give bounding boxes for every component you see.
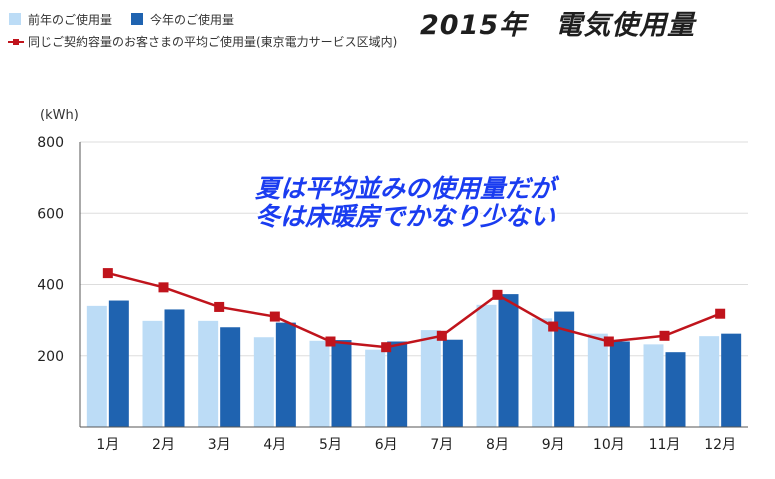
annotation-line-1: 夏は平均並みの使用量だが bbox=[255, 174, 560, 203]
x-tick-10: 10月 bbox=[593, 437, 625, 453]
x-tick-1: 1月 bbox=[96, 437, 119, 453]
x-tick-12: 12月 bbox=[704, 437, 736, 453]
y-tick-800: 800 bbox=[37, 135, 64, 151]
x-tick-4: 4月 bbox=[263, 437, 286, 453]
y-tick-400: 400 bbox=[37, 278, 64, 294]
bar-this-year-8 bbox=[498, 294, 519, 427]
bar-prev-year-11 bbox=[643, 344, 664, 427]
bar-prev-year-12 bbox=[699, 336, 720, 427]
bar-this-year-1 bbox=[108, 300, 129, 427]
average-point-6 bbox=[381, 342, 392, 353]
y-tick-labels: 200 400 600 800 bbox=[37, 135, 64, 365]
bar-this-year-12 bbox=[721, 333, 742, 427]
annotation: 夏は平均並みの使用量だが 冬は床暖房でかなり少ない bbox=[253, 172, 562, 233]
bar-prev-year-10 bbox=[587, 333, 608, 427]
average-point-7 bbox=[436, 330, 447, 341]
average-point-3 bbox=[214, 301, 225, 312]
legend: 前年のご使用量 今年のご使用量 同じご契約容量のお客さまの平均ご使用量(東京電力… bbox=[8, 12, 397, 49]
x-tick-6: 6月 bbox=[375, 437, 398, 453]
bar-this-year-3 bbox=[220, 327, 241, 427]
average-point-8 bbox=[492, 289, 503, 300]
bar-prev-year-7 bbox=[420, 330, 441, 427]
x-tick-11: 11月 bbox=[649, 437, 681, 453]
y-tick-200: 200 bbox=[37, 349, 64, 365]
bar-prev-year-2 bbox=[142, 320, 163, 427]
bar-prev-year-4 bbox=[253, 337, 274, 427]
legend-label-average: 同じご契約容量のお客さまの平均ご使用量(東京電力サービス区域内) bbox=[28, 34, 397, 49]
bar-prev-year-6 bbox=[365, 349, 386, 427]
bar-this-year-6 bbox=[387, 341, 408, 427]
x-tick-7: 7月 bbox=[430, 437, 453, 453]
legend-label-this-year: 今年のご使用量 bbox=[150, 12, 234, 27]
average-series-line bbox=[107, 271, 721, 349]
legend-swatch-prev-year bbox=[9, 13, 21, 25]
bar-prev-year-3 bbox=[198, 320, 219, 427]
bar-this-year-9 bbox=[554, 311, 575, 427]
bar-this-year-2 bbox=[164, 309, 185, 427]
bar-prev-year-9 bbox=[532, 318, 553, 427]
x-tick-labels: 1月 2月 3月 4月 5月 6月 7月 8月 9月 10月 11月 12月 bbox=[96, 437, 736, 453]
bars bbox=[86, 294, 742, 427]
average-point-9 bbox=[548, 321, 559, 332]
average-point-10 bbox=[603, 336, 614, 347]
bar-this-year-11 bbox=[665, 352, 686, 427]
average-point-12 bbox=[715, 308, 726, 319]
x-tick-3: 3月 bbox=[208, 437, 231, 453]
average-point-2 bbox=[158, 282, 169, 293]
average-point-5 bbox=[325, 336, 336, 347]
y-tick-600: 600 bbox=[37, 206, 64, 222]
bar-this-year-4 bbox=[275, 322, 296, 427]
x-tick-5: 5月 bbox=[319, 437, 342, 453]
y-axis-label: (kWh) bbox=[40, 108, 79, 123]
legend-label-prev-year: 前年のご使用量 bbox=[28, 12, 112, 27]
bar-prev-year-1 bbox=[86, 305, 107, 427]
average-line bbox=[102, 268, 726, 353]
annotation-line-2: 冬は床暖房でかなり少ない bbox=[255, 202, 556, 231]
chart-title: 2015年 電気使用量 bbox=[420, 10, 697, 41]
legend-swatch-average-marker bbox=[13, 39, 19, 45]
bar-prev-year-5 bbox=[309, 340, 330, 427]
bar-this-year-5 bbox=[331, 340, 352, 427]
bar-this-year-7 bbox=[442, 339, 463, 427]
grid-lines bbox=[80, 141, 748, 357]
x-tick-8: 8月 bbox=[486, 437, 509, 453]
x-tick-2: 2月 bbox=[152, 437, 175, 453]
average-point-1 bbox=[102, 268, 113, 279]
average-point-11 bbox=[659, 330, 670, 341]
x-tick-9: 9月 bbox=[542, 437, 565, 453]
bar-this-year-10 bbox=[609, 341, 630, 427]
axes bbox=[79, 142, 748, 428]
average-point-4 bbox=[269, 311, 280, 322]
legend-swatch-this-year bbox=[131, 13, 143, 25]
bar-prev-year-8 bbox=[476, 304, 497, 427]
